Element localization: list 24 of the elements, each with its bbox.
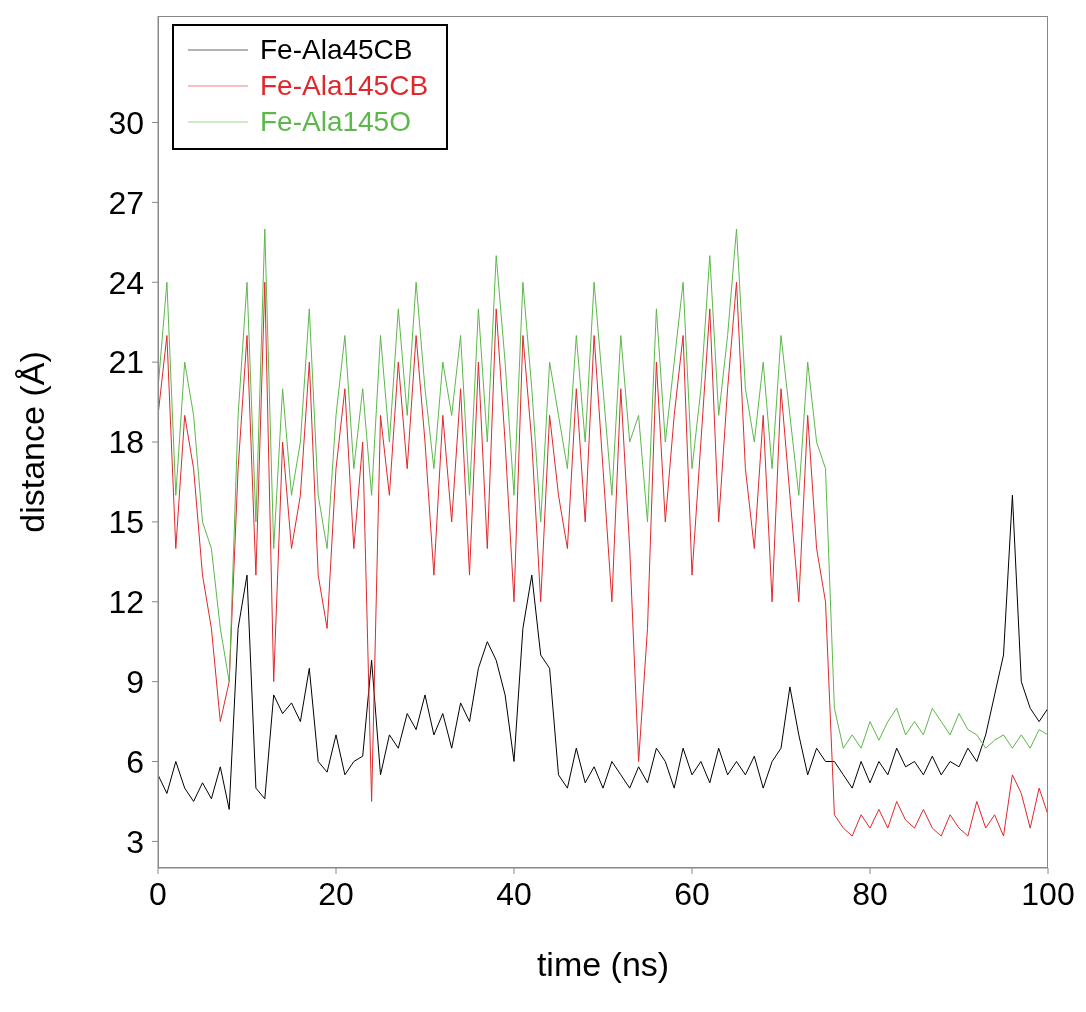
x-tick-label: 0	[149, 875, 167, 912]
x-tick-label: 20	[318, 875, 354, 912]
y-tick-label: 15	[108, 504, 144, 541]
line-series	[158, 228, 1048, 749]
y-tick-label: 6	[126, 743, 144, 780]
x-tick-label: 40	[496, 875, 532, 912]
line-series	[158, 494, 1048, 810]
x-tick-label: 100	[1021, 875, 1075, 912]
y-tick-label: 3	[126, 823, 144, 860]
y-tick-label: 12	[108, 584, 144, 621]
y-tick-label: 27	[108, 184, 144, 221]
x-axis-title: time (ns)	[536, 945, 670, 983]
legend-label: Fe-Ala145CB	[260, 69, 429, 103]
y-tick-label: 9	[126, 663, 144, 700]
y-tick-label: 30	[108, 104, 144, 141]
x-tick-label: 80	[852, 875, 888, 912]
y-tick-label: 18	[108, 424, 144, 461]
line-series	[158, 281, 1048, 837]
legend-label: Fe-Ala145O	[260, 105, 411, 139]
x-tick-label: 60	[674, 875, 710, 912]
y-tick-label: 24	[108, 264, 144, 301]
legend-label: Fe-Ala45CB	[260, 33, 413, 67]
y-axis-title: distance (Å)	[13, 351, 52, 533]
y-tick-label: 21	[108, 344, 144, 381]
